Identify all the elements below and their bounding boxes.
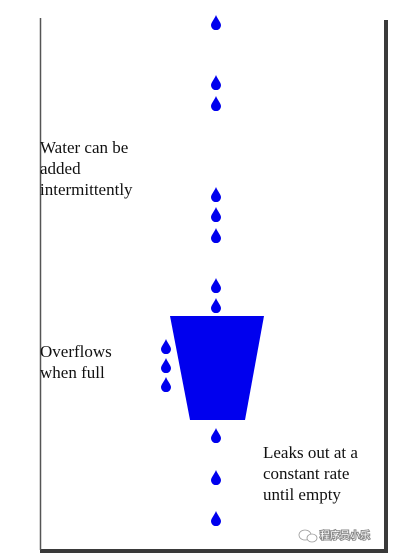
label-water-added-line: intermittently <box>40 180 133 199</box>
water-drop-icon <box>211 298 221 313</box>
wechat-icon <box>298 529 318 543</box>
water-drop-icon <box>161 377 171 392</box>
watermark: 程序员小乐 <box>298 528 371 543</box>
water-drop-icon <box>211 228 221 243</box>
water-drop-icon <box>211 96 221 111</box>
frame <box>39 18 388 553</box>
water-drop-icon <box>211 428 221 443</box>
water-drop-icon <box>211 75 221 90</box>
water-drop-icon <box>161 339 171 354</box>
water-drop-icon <box>211 207 221 222</box>
label-water-added-line: added <box>40 159 81 178</box>
label-leaks: Leaks out at a constant rate until empty <box>263 443 362 504</box>
label-overflow: Overflows when full <box>40 342 116 382</box>
water-drop-icon <box>211 187 221 202</box>
frame-shadow-right <box>384 20 388 552</box>
leak-drops <box>211 428 221 526</box>
label-leaks-line: constant rate <box>263 464 349 483</box>
incoming-drops <box>211 15 221 313</box>
frame-shadow-bottom <box>40 549 388 553</box>
label-water-added: Water can be added intermittently <box>40 138 133 199</box>
label-overflow-line: Overflows <box>40 342 112 361</box>
water-drop-icon <box>211 470 221 485</box>
label-overflow-line: when full <box>40 363 105 382</box>
overflow-drops <box>161 339 171 392</box>
watermark-text: 程序员小乐 <box>320 529 370 542</box>
water-drop-icon <box>211 511 221 526</box>
water-drop-icon <box>211 15 221 30</box>
water-drop-icon <box>161 358 171 373</box>
label-leaks-line: Leaks out at a <box>263 443 358 462</box>
label-leaks-line: until empty <box>263 485 341 504</box>
label-water-added-line: Water can be <box>40 138 128 157</box>
bucket <box>170 316 264 420</box>
water-drop-icon <box>211 278 221 293</box>
